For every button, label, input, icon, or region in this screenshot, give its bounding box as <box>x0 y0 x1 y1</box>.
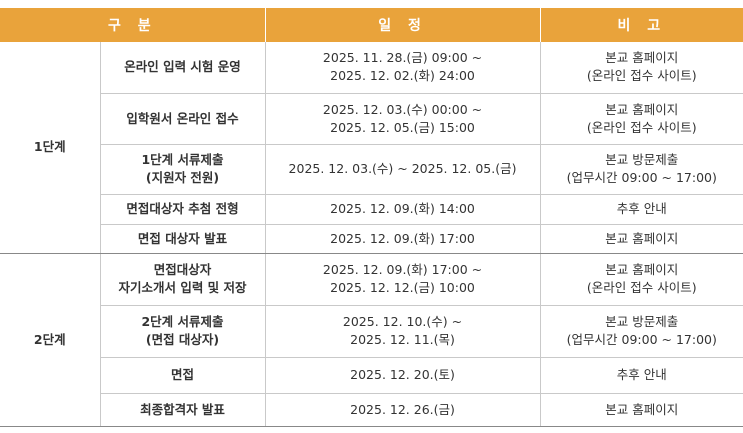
cell-line: 2025. 12. 03.(수) 00:00 ~ <box>322 101 483 117</box>
note-cell: 추후 안내 <box>539 357 743 394</box>
schedule-cell: 2025. 11. 28.(금) 09:00 ~ 2025. 12. 02.(화)… <box>264 42 541 94</box>
item-cell: 면접 <box>99 357 266 394</box>
schedule-cell: 2025. 12. 09.(화) 17:00 <box>264 224 541 254</box>
cell-line: 본교 홈페이지 <box>605 50 679 66</box>
cell-line: (업무시간 09:00 ~ 17:00) <box>566 332 717 347</box>
cell-line: (온라인 접수 사이트) <box>586 68 697 84</box>
cell-line: 추후 안내 <box>616 367 667 382</box>
cell-line: 면접대상자 추첨 전형 <box>126 201 239 216</box>
group-label: 2단계 <box>0 253 100 427</box>
cell-line: 2025. 12. 03.(수) ~ 2025. 12. 05.(금) <box>288 161 517 176</box>
cell-line: 2025. 12. 26.(금) <box>350 401 455 417</box>
table-row: 1단계 서류제출 (지원자 전원) 2025. 12. 03.(수) ~ 2025.… <box>0 144 743 195</box>
schedule-table: 구 분 일 정 비 고 1단계 온라인 입력 시험 운영 2025. 11. 28.… <box>0 8 743 427</box>
table-row: 1단계 온라인 입력 시험 운영 2025. 11. 28.(금) 09:00 ~2… <box>0 42 743 254</box>
cell-line: 본교 방문제출 <box>605 314 679 329</box>
cell-line: 본교 홈페이지 <box>605 401 679 417</box>
schedule-cell: 2025. 12. 03.(수) ~ 2025. 12. 05.(금) <box>264 144 541 195</box>
cell-line: 면접 <box>171 367 195 382</box>
note-cell: 본교 홈페이지 <box>539 393 743 427</box>
cell-line: 면접대상자 <box>153 262 212 277</box>
cell-line: 본교 홈페이지 <box>605 262 679 277</box>
table-row: 입학원서 온라인 접수 2025. 12. 03.(수) 00:00 ~2025.… <box>0 93 743 145</box>
schedule-cell: 2025. 12. 09.(화) 14:00 <box>264 194 541 225</box>
group-label: 1단계 <box>0 42 100 254</box>
cell-line: 2025. 12. 10.(수) ~ <box>342 314 463 329</box>
cell-line: 자기소개서 입력 및 저장 <box>118 280 247 295</box>
cell-line: 본교 방문제출 <box>605 152 679 167</box>
note-cell: 본교 홈페이지 (온라인 접수 사이트) <box>539 253 743 306</box>
note-cell: 본교 홈페이지 (온라인 접수 사이트) <box>539 42 743 94</box>
cell-line: 2025. 12. 12.(금) 10:00 <box>330 280 475 295</box>
table-row: 최종합격자 발표 2025. 12. 26.(금) 본교 홈페이지 <box>0 393 743 427</box>
cell-line: 2025. 12. 20.(토) <box>350 367 455 382</box>
table-row: 2단계 면접대상자 자기소개서 입력 및 저장 2025. 12. 09.(화) 17… <box>0 253 743 427</box>
header-cell: 비 고 <box>539 8 743 42</box>
table-body: 1단계 온라인 입력 시험 운영 2025. 11. 28.(금) 09:00 ~2… <box>0 42 743 427</box>
cell-line: 2025. 12. 09.(화) 17:00 <box>330 230 475 246</box>
cell-line: 온라인 입력 시험 운영 <box>124 59 241 75</box>
cell-line: (지원자 전원) <box>145 170 220 185</box>
item-cell: 최종합격자 발표 <box>99 393 266 427</box>
schedule-cell: 2025. 12. 09.(화) 17:00 ~ 2025. 12. 12.(금)… <box>264 253 541 306</box>
table-row: 면접 2025. 12. 20.(토) 추후 안내 <box>0 357 743 394</box>
cell-line: 최종합격자 발표 <box>140 401 225 417</box>
cell-line: (온라인 접수 사이트) <box>586 280 697 295</box>
table-row: 2단계 서류제출 (면접 대상자) 2025. 12. 10.(수) ~2025. … <box>0 305 743 358</box>
cell-line: 면접 대상자 발표 <box>137 230 228 246</box>
schedule-cell: 2025. 12. 10.(수) ~ 2025. 12. 11.(목) <box>264 305 541 358</box>
cell-line: 2단계 서류제출 <box>141 314 224 329</box>
item-cell: 입학원서 온라인 접수 <box>99 93 266 145</box>
cell-line: 2025. 12. 11.(목) <box>350 332 455 347</box>
cell-line: 2025. 12. 02.(화) 24:00 <box>330 68 475 84</box>
cell-line: 추후 안내 <box>616 201 667 216</box>
schedule-cell: 2025. 12. 26.(금) <box>264 393 541 427</box>
table-row: 면접대상자 추첨 전형 2025. 12. 09.(화) 14:00 추후 안내 <box>0 194 743 225</box>
cell-line: 2025. 12. 09.(화) 14:00 <box>330 201 475 216</box>
item-cell: 면접 대상자 발표 <box>99 224 266 254</box>
header-cell: 구 분 <box>0 8 266 42</box>
header-row: 구 분 일 정 비 고 <box>0 8 743 42</box>
note-cell: 본교 홈페이지 (온라인 접수 사이트) <box>539 93 743 145</box>
cell-line: 본교 홈페이지 <box>605 101 679 117</box>
cell-line: 본교 홈페이지 <box>605 230 679 246</box>
schedule-cell: 2025. 12. 20.(토) <box>264 357 541 394</box>
cell-line: (면접 대상자) <box>145 332 220 347</box>
item-cell: 온라인 입력 시험 운영 <box>99 42 266 94</box>
header-cell: 일 정 <box>264 8 541 42</box>
cell-line: (업무시간 09:00 ~ 17:00) <box>566 170 717 185</box>
item-cell: 1단계 서류제출 (지원자 전원) <box>99 144 266 195</box>
cell-line: 2025. 12. 09.(화) 17:00 ~ <box>322 262 483 277</box>
schedule-cell: 2025. 12. 03.(수) 00:00 ~ 2025. 12. 05.(금)… <box>264 93 541 145</box>
table-row: 면접 대상자 발표 2025. 12. 09.(화) 17:00 본교 홈페이지 <box>0 224 743 254</box>
cell-line: (온라인 접수 사이트) <box>586 119 697 135</box>
note-cell: 추후 안내 <box>539 194 743 225</box>
item-cell: 면접대상자 추첨 전형 <box>99 194 266 225</box>
note-cell: 본교 홈페이지 <box>539 224 743 254</box>
note-cell: 본교 방문제출 (업무시간 09:00 ~ 17:00) <box>539 305 743 358</box>
cell-line: 1단계 서류제출 <box>141 152 224 167</box>
cell-line: 입학원서 온라인 접수 <box>126 110 239 126</box>
note-cell: 본교 방문제출 (업무시간 09:00 ~ 17:00) <box>539 144 743 195</box>
cell-line: 2025. 11. 28.(금) 09:00 ~ <box>322 50 483 66</box>
cell-line: 2025. 12. 05.(금) 15:00 <box>330 119 475 135</box>
item-cell: 2단계 서류제출 (면접 대상자) <box>99 305 266 358</box>
